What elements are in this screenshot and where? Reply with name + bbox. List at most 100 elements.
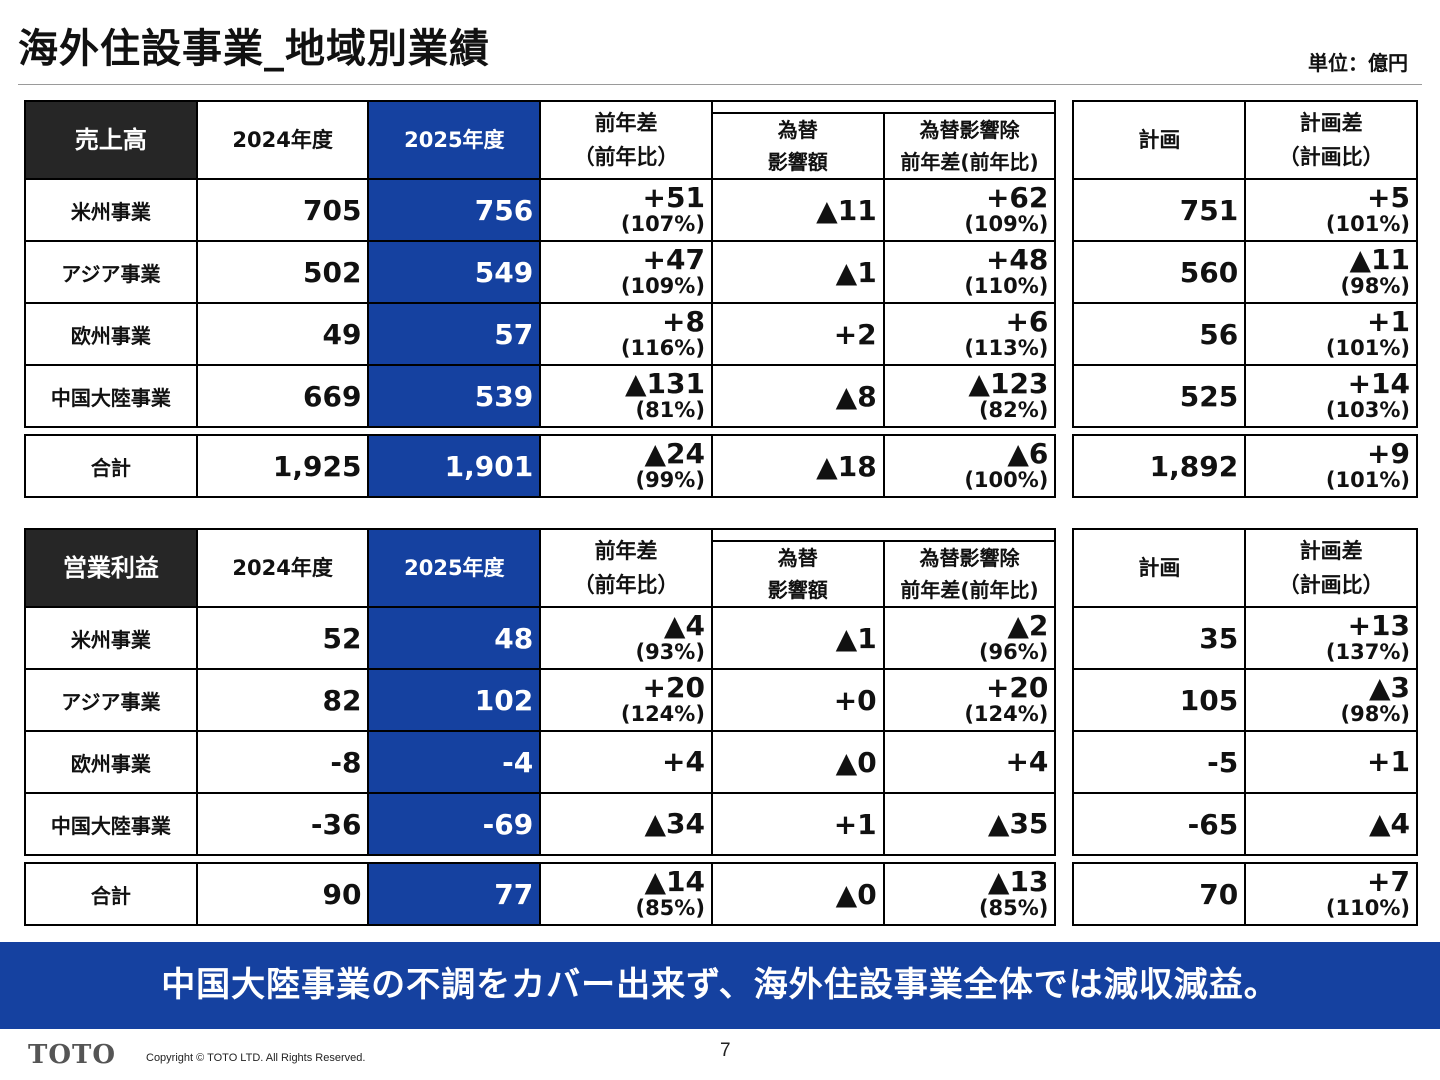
total-row: 合計 90 77 ▲14 (85%) ▲0 ▲13 (85%) 70 +7 (110%) (24, 862, 1418, 926)
fx-value: ▲0 (710, 862, 885, 926)
plan_pct-value: (103%) (1325, 397, 1410, 422)
exfx_pct-value: (85%) (978, 895, 1049, 920)
title-divider (18, 84, 1422, 85)
column-gap (1055, 529, 1073, 607)
header-ex-fx: 為替影響除 前年差(前年比) (882, 540, 1057, 608)
sales-table: 売上高 2024年度 2025年度 前年差 （前年比） 計画 計画差 （計画比）… (24, 100, 1418, 498)
y2025-value: -69 (367, 792, 542, 856)
y2024-value: 82 (195, 668, 370, 732)
diff-value: +51 (642, 180, 705, 214)
header-2024: 2024年度 (195, 100, 370, 180)
exfx-cell: +62 (109%) (882, 178, 1057, 242)
region-name: アジア事業 (24, 240, 198, 304)
region-name: 米州事業 (24, 178, 198, 242)
fx-value: ▲0 (710, 730, 885, 794)
exfx-value: ▲6 (1007, 436, 1049, 470)
y2025-value: 756 (367, 178, 542, 242)
diff-value: ▲24 (644, 436, 705, 470)
plan_diff-value: ▲3 (1368, 670, 1410, 704)
plan_diff-value: +1 (1367, 745, 1410, 778)
region-name: 米州事業 (24, 606, 198, 670)
fx-value: ▲1 (710, 606, 885, 670)
exfx-cell: +48 (110%) (882, 240, 1057, 304)
plan-value: 525 (1072, 364, 1247, 428)
diff_pct-value: (116%) (620, 335, 705, 360)
plan_diff-value: +13 (1347, 608, 1410, 642)
y2025-value: 48 (367, 606, 542, 670)
region-name: 合計 (24, 862, 198, 926)
diff_pct-value: (93%) (635, 639, 705, 664)
plan_diff-value: +14 (1347, 366, 1410, 400)
spacer-cell (25, 855, 1417, 863)
plan-value: 56 (1072, 302, 1247, 366)
header-2024: 2024年度 (195, 528, 370, 608)
plan-value: 751 (1072, 178, 1247, 242)
page-title: 海外住設事業_地域別業績 (18, 26, 490, 72)
header-fx: 為替 影響額 (710, 112, 885, 180)
y2025-value: 539 (367, 364, 542, 428)
header-plan: 計画 (1072, 100, 1247, 180)
header-plan-diff: 計画差 （計画比） (1244, 100, 1418, 180)
profit-section-label: 営業利益 (24, 528, 198, 608)
fx-value: +1 (710, 792, 885, 856)
table-row: 欧州事業 -8 -4 +4 ▲0 +4 -5 +1 (24, 730, 1418, 794)
fx-value: ▲8 (710, 364, 885, 428)
row-spacer (25, 427, 1417, 435)
column-gap (1055, 863, 1073, 925)
plan_pct-value: (101%) (1325, 335, 1410, 360)
region-name: 中国大陸事業 (24, 792, 198, 856)
y2024-value: 705 (195, 178, 370, 242)
plan_diff-value: ▲4 (1368, 807, 1410, 840)
diff-cell: ▲131 (81%) (539, 364, 713, 428)
column-gap (1055, 669, 1073, 731)
header-fx-top (710, 528, 1057, 542)
fx-value: ▲11 (710, 178, 885, 242)
column-gap (1055, 101, 1073, 179)
plan_diff-value: +9 (1367, 436, 1410, 470)
exfx-cell: +6 (113%) (882, 302, 1057, 366)
diff_pct-value: (99%) (635, 467, 705, 492)
exfx-value: +62 (985, 180, 1049, 214)
header-2025: 2025年度 (367, 528, 542, 608)
y2024-value: -8 (195, 730, 370, 794)
diff-cell: ▲24 (99%) (539, 434, 713, 498)
plan_pct-value: (101%) (1325, 211, 1410, 236)
exfx-value: ▲13 (987, 864, 1049, 898)
diff-value: +4 (661, 745, 705, 778)
diff_pct-value: (107%) (620, 211, 705, 236)
plan_diff-cell: ▲3 (98%) (1244, 668, 1418, 732)
exfx-cell: +20 (124%) (882, 668, 1057, 732)
plan_diff-value: +1 (1367, 304, 1410, 338)
y2024-value: 502 (195, 240, 370, 304)
y2024-value: 52 (195, 606, 370, 670)
plan-value: 560 (1072, 240, 1247, 304)
diff-cell: +47 (109%) (539, 240, 713, 304)
diff-cell: ▲34 (539, 792, 713, 856)
profit-table: 営業利益 2024年度 2025年度 前年差 （前年比） 計画 計画差 （計画比… (24, 528, 1418, 926)
company-logo: TOTO (28, 1040, 116, 1070)
diff-cell: +51 (107%) (539, 178, 713, 242)
column-gap (1055, 365, 1073, 427)
plan_diff-cell: ▲11 (98%) (1244, 240, 1418, 304)
column-gap (1055, 435, 1073, 497)
exfx-value: +20 (985, 670, 1049, 704)
plan_pct-value: (137%) (1325, 639, 1410, 664)
plan_diff-value: +5 (1367, 180, 1410, 214)
y2024-value: 1,925 (195, 434, 370, 498)
header-plan: 計画 (1072, 528, 1247, 608)
header-diff: 前年差 （前年比） (539, 528, 713, 608)
table-row: 中国大陸事業 669 539 ▲131 (81%) ▲8 ▲123 (82%) 525 +14 (1… (24, 364, 1418, 428)
plan-value: 105 (1072, 668, 1247, 732)
total-row: 合計 1,925 1,901 ▲24 (99%) ▲18 ▲6 (100%) 1,892 +9 (1… (24, 434, 1418, 498)
region-name: 欧州事業 (24, 302, 198, 366)
y2024-value: 90 (195, 862, 370, 926)
column-gap (1055, 241, 1073, 303)
copyright: Copyright © TOTO LTD. All Rights Reserve… (146, 1052, 366, 1064)
table-row: 米州事業 52 48 ▲4 (93%) ▲1 ▲2 (96%) 35 +13 (137%) (24, 606, 1418, 670)
diff_pct-value: (124%) (620, 701, 705, 726)
header-2025: 2025年度 (367, 100, 542, 180)
y2025-value: 549 (367, 240, 542, 304)
plan_diff-value: +7 (1367, 864, 1410, 898)
page-number: 7 (720, 1040, 731, 1061)
diff-cell: +20 (124%) (539, 668, 713, 732)
